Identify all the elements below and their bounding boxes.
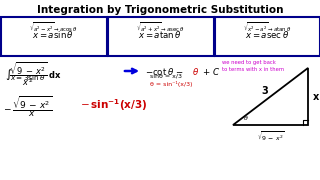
Text: $\sqrt{a^2 + x^2} \rightarrow a\sec\theta$: $\sqrt{a^2 + x^2} \rightarrow a\sec\thet… bbox=[136, 21, 184, 34]
Bar bbox=[108, 17, 213, 56]
Text: $x = 3\sin\theta$: $x = 3\sin\theta$ bbox=[10, 73, 46, 82]
Text: $\sqrt{a^2 - x^2} \rightarrow a\cos\theta$: $\sqrt{a^2 - x^2} \rightarrow a\cos\thet… bbox=[29, 21, 77, 34]
Text: x: x bbox=[313, 91, 319, 102]
Text: $\sqrt{9\,-\,x^2}$: $\sqrt{9\,-\,x^2}$ bbox=[257, 130, 284, 143]
Text: $\sqrt{x^2 - a^2} \rightarrow a\tan\theta$: $\sqrt{x^2 - a^2} \rightarrow a\tan\thet… bbox=[243, 21, 291, 34]
Text: Integration by Trigonometric Substitution: Integration by Trigonometric Substitutio… bbox=[37, 5, 283, 15]
Text: $\theta$: $\theta$ bbox=[243, 114, 249, 122]
Text: $\,+\,C$: $\,+\,C$ bbox=[199, 66, 220, 77]
Text: $-\,\mathbf{sin^{-1}(x/3)}$: $-\,\mathbf{sin^{-1}(x/3)}$ bbox=[80, 97, 147, 113]
Text: $\int\!\dfrac{\sqrt{9\,-\,x^2}}{x^2}\,\mathbf{dx}$: $\int\!\dfrac{\sqrt{9\,-\,x^2}}{x^2}\,\m… bbox=[5, 60, 61, 87]
Text: $-\,\dfrac{\sqrt{9\,-\,x^2}}{x}$: $-\,\dfrac{\sqrt{9\,-\,x^2}}{x}$ bbox=[3, 95, 52, 119]
Text: $x = a\sin\theta$: $x = a\sin\theta$ bbox=[32, 29, 74, 40]
Bar bbox=[214, 17, 319, 56]
Text: $x = a\tan\theta$: $x = a\tan\theta$ bbox=[138, 29, 182, 40]
Text: θ = sin⁻¹(x/3): θ = sin⁻¹(x/3) bbox=[150, 81, 193, 87]
Text: $\theta$: $\theta$ bbox=[192, 66, 199, 77]
Text: $-\cot\theta\,-\,$: $-\cot\theta\,-\,$ bbox=[145, 66, 184, 77]
Bar bbox=[1, 17, 107, 56]
Text: $x = a\sec\theta$: $x = a\sec\theta$ bbox=[245, 29, 289, 40]
Text: we need to get back
to terms with x in them: we need to get back to terms with x in t… bbox=[222, 60, 284, 72]
Text: sinθ = x/3: sinθ = x/3 bbox=[150, 74, 182, 79]
Text: 3: 3 bbox=[261, 87, 268, 96]
